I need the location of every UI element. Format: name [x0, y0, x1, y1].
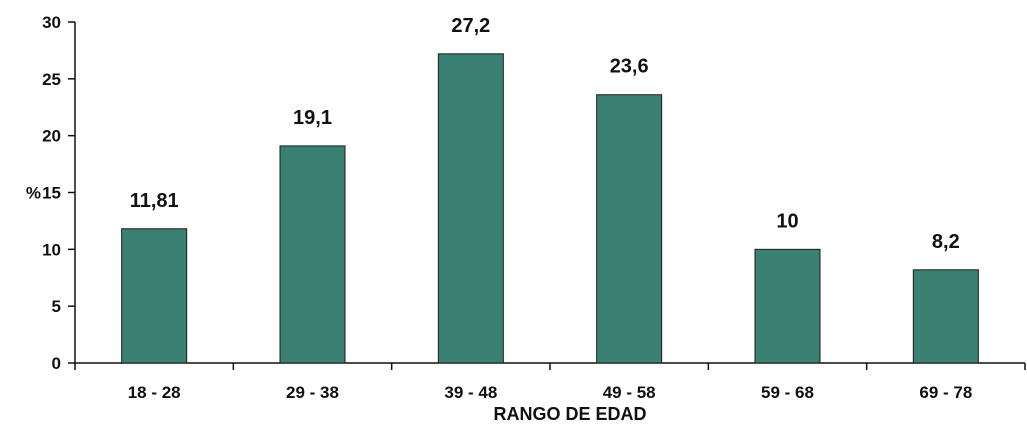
data-label: 23,6 [610, 56, 649, 78]
x-tick-label: 39 - 48 [444, 383, 497, 402]
y-tick-label: 30 [42, 13, 61, 32]
y-tick-label: 25 [42, 70, 61, 89]
data-label: 8,2 [932, 231, 960, 253]
x-tick-label: 18 - 28 [128, 383, 181, 402]
bar [279, 145, 346, 364]
x-axis: 18 - 28 29 - 38 39 - 48 49 - 58 59 - 68 69 - … [74, 362, 1026, 402]
x-tick-label: 69 - 78 [919, 383, 972, 402]
data-label: 19,1 [293, 107, 332, 129]
y-tick-label: 5 [52, 297, 61, 316]
y-tick-label: 0 [52, 354, 61, 373]
bar [437, 53, 504, 364]
data-label: 11,81 [130, 190, 179, 212]
x-tick-label: 59 - 68 [761, 383, 814, 402]
y-tick-label: 10 [42, 240, 61, 259]
bar [754, 248, 821, 364]
x-axis-label: RANGO DE EDAD [493, 404, 646, 424]
y-axis: 0 5 10 15 20 25 30 [42, 13, 76, 373]
bar [912, 269, 979, 364]
x-tick-label: 29 - 38 [286, 383, 339, 402]
x-tick-label: 49 - 58 [603, 383, 656, 402]
bar [596, 94, 663, 364]
bars [121, 53, 979, 364]
y-axis-label: % [26, 184, 41, 203]
data-label: 10 [776, 210, 798, 232]
data-label: 27,2 [451, 15, 490, 37]
y-tick-label: 20 [42, 127, 61, 146]
data-labels: 11,81 19,1 27,2 23,6 10 8,2 [130, 15, 960, 253]
bar [121, 228, 188, 364]
y-tick-label: 15 [42, 184, 61, 203]
